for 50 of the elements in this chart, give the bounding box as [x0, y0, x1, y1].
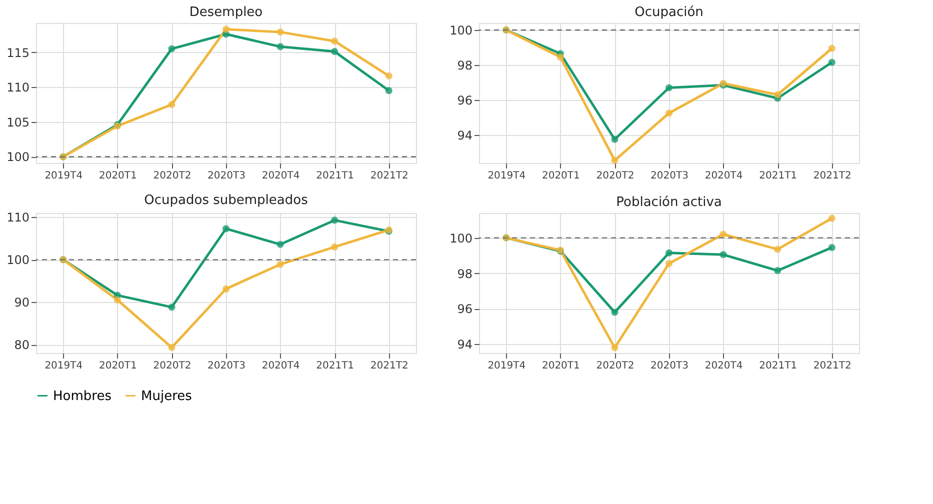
- x-tick-label: 2020T3: [208, 360, 246, 372]
- x-tick-label: 2019T4: [44, 170, 83, 182]
- x-tick-label: 2020T2: [596, 170, 634, 182]
- x-tick-label: 2020T3: [650, 360, 688, 372]
- y-tick-label: 105: [6, 115, 30, 130]
- x-tick-label: 2021T1: [316, 360, 354, 372]
- y-tick-label: 110: [6, 80, 30, 95]
- x-tick-label: 2020T4: [704, 170, 743, 182]
- x-tick-label: 2019T4: [488, 360, 526, 372]
- x-tick-label: 2021T2: [813, 360, 852, 372]
- x-tick-label: 2019T4: [488, 170, 526, 182]
- y-tick-label: 100: [6, 150, 30, 164]
- x-tick-label: 2021T2: [370, 360, 408, 372]
- y-tick-label: 100: [450, 24, 472, 38]
- x-tick-label: 2020T4: [262, 170, 300, 182]
- y-tick-label: 94: [457, 128, 472, 142]
- x-tick-label: 2019T4: [44, 360, 83, 372]
- y-tick-label: 100: [450, 231, 472, 246]
- x-tick-label: 2020T2: [153, 170, 192, 182]
- x-tick-label: 2020T4: [262, 360, 300, 372]
- y-tick-label: 80: [14, 338, 30, 352]
- x-tick-label: 2020T1: [542, 170, 580, 182]
- y-tick-label: 90: [14, 296, 30, 310]
- y-tick-label: 98: [457, 266, 472, 281]
- x-tick-label: 2020T1: [542, 360, 580, 372]
- x-tick-label: 2020T1: [98, 170, 137, 182]
- chart-title: Ocupados subempleados: [144, 193, 308, 208]
- chart-title: Población activa: [616, 195, 722, 210]
- chart-title: Ocupación: [634, 5, 704, 20]
- y-tick-label: 110: [6, 210, 30, 225]
- x-tick-label: 2020T2: [153, 360, 192, 372]
- x-tick-label: 2020T2: [596, 360, 634, 372]
- x-tick-label: 2020T3: [650, 170, 688, 182]
- x-tick-label: 2021T1: [759, 170, 798, 182]
- x-tick-label: 2021T1: [759, 360, 798, 372]
- x-tick-label: 2020T4: [704, 360, 743, 372]
- legend-label: Mujeres: [141, 388, 192, 404]
- legend-label: Hombres: [53, 388, 112, 404]
- x-tick-label: 2020T3: [208, 170, 246, 182]
- x-tick-label: 2020T1: [98, 360, 137, 372]
- x-tick-label: 2021T2: [370, 170, 408, 182]
- chart-title: Desempleo: [189, 5, 263, 20]
- y-tick-label: 96: [457, 302, 472, 316]
- y-tick-label: 94: [457, 338, 472, 352]
- x-tick-label: 2021T1: [316, 170, 354, 182]
- x-tick-label: 2021T2: [813, 170, 852, 182]
- y-tick-label: 98: [457, 58, 472, 72]
- y-tick-label: 115: [6, 46, 30, 60]
- y-tick-label: 100: [6, 253, 30, 268]
- y-tick-label: 96: [457, 94, 472, 108]
